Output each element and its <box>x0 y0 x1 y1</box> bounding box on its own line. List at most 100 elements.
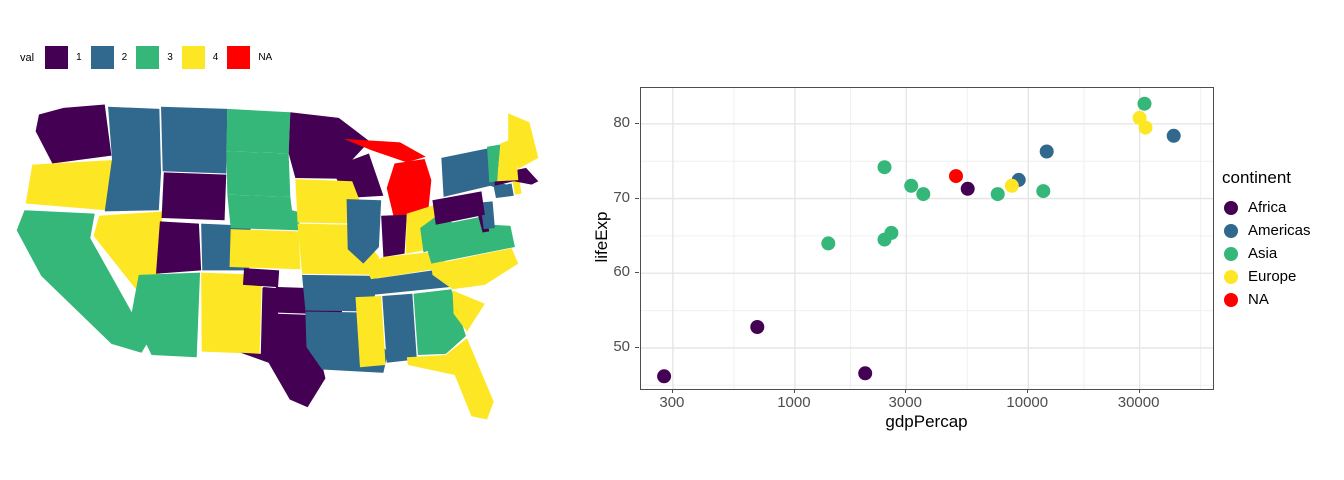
state-SC <box>452 290 485 332</box>
data-point-Europe <box>1004 178 1019 193</box>
legend-dot <box>1224 223 1238 238</box>
y-tick-mark <box>635 122 639 124</box>
y-tick-label: 60 <box>613 263 630 281</box>
state-RI <box>512 180 522 195</box>
scatter-legend-item: NA <box>1222 288 1311 311</box>
data-point-Asia <box>877 160 892 175</box>
state-NC <box>431 248 519 290</box>
y-tick-label: 80 <box>613 113 630 131</box>
scatter-legend-item: Asia <box>1222 242 1311 265</box>
legend-label: Africa <box>1248 199 1287 216</box>
state-MT <box>161 106 228 174</box>
x-tick-mark <box>1138 389 1140 393</box>
data-point-Americas <box>1166 128 1181 143</box>
x-tick-label: 300 <box>659 394 685 411</box>
y-tick-mark <box>635 272 639 274</box>
legend-dot <box>1224 292 1238 307</box>
legend-swatch <box>181 46 205 69</box>
data-point-Africa <box>750 320 765 334</box>
map-legend-item: 4 <box>181 46 219 69</box>
state-GA <box>413 289 466 355</box>
data-point-Asia <box>1036 184 1051 199</box>
x-tick-mark <box>905 389 907 393</box>
data-point-Americas <box>1039 144 1054 159</box>
legend-label: 2 <box>121 52 128 63</box>
x-tick-mark <box>1027 389 1029 393</box>
legend-swatch <box>45 46 69 69</box>
legend-label: NA <box>1248 291 1269 308</box>
legend-dot <box>1224 200 1238 215</box>
map-legend-item: 1 <box>45 46 82 69</box>
state-IA <box>295 179 360 224</box>
y-tick-mark <box>635 346 639 348</box>
data-point-Asia <box>884 225 899 240</box>
x-tick-label: 30000 <box>1117 394 1160 411</box>
x-tick-mark <box>671 389 673 393</box>
map-legend-items: 1 2 3 4 NA <box>45 46 281 69</box>
data-point-Africa <box>960 181 975 196</box>
state-MI <box>344 138 426 163</box>
legend-dot <box>1224 246 1238 261</box>
x-tick-label: 3000 <box>888 394 922 411</box>
state-SD <box>226 151 291 197</box>
map-legend-item: 2 <box>90 46 128 69</box>
data-point-Asia <box>821 236 836 251</box>
state-KY <box>364 251 449 280</box>
legend-label: 4 <box>212 52 219 63</box>
state-ND <box>226 108 291 154</box>
map-legend: val 1 2 3 4 NA <box>20 46 281 69</box>
legend-label: NA <box>258 52 273 63</box>
scatter-legend-title: continent <box>1222 168 1291 187</box>
scatter-plot-area <box>641 88 1213 389</box>
state-VT <box>487 144 501 183</box>
data-point-Africa <box>657 369 672 384</box>
legend-swatch <box>227 46 251 69</box>
y-tick-mark <box>635 197 639 199</box>
data-point-NA <box>949 169 963 184</box>
state-NJ <box>480 201 495 230</box>
state-TN <box>358 268 451 296</box>
scatter-legend: Africa Americas Asia Europe NA <box>1222 196 1311 311</box>
y-tick-label: 50 <box>613 337 630 355</box>
data-point-Asia <box>916 187 931 202</box>
state-CT <box>493 183 514 198</box>
state-AZ <box>131 272 201 358</box>
state-ID <box>104 106 162 212</box>
legend-label: 3 <box>167 52 173 63</box>
state-AL <box>382 293 417 363</box>
state-MD <box>441 216 484 234</box>
data-point-Asia <box>990 187 1005 202</box>
state-ME <box>508 113 539 170</box>
state-IL <box>346 199 382 264</box>
x-axis-title: gdpPercap <box>885 412 968 431</box>
y-tick-label: 70 <box>613 188 630 206</box>
scatter-legend-item: Africa <box>1222 196 1311 219</box>
map-legend-item: NA <box>227 46 272 69</box>
state-UT <box>156 221 202 274</box>
state-NY <box>441 147 512 197</box>
legend-label: Europe <box>1248 268 1297 285</box>
state-WY <box>161 172 227 221</box>
x-tick-label: 1000 <box>777 394 811 411</box>
x-tick-mark <box>793 389 795 393</box>
legend-label: Americas <box>1248 222 1311 239</box>
state-NM <box>201 272 262 354</box>
scatter-panel <box>640 87 1214 390</box>
state-CA <box>16 210 149 353</box>
state-WA <box>35 104 112 164</box>
state-IN <box>381 214 407 257</box>
x-tick-label: 10000 <box>1006 394 1049 411</box>
legend-swatch <box>136 46 160 69</box>
data-point-Asia <box>904 178 919 193</box>
us-choropleth-map <box>16 104 539 420</box>
map-legend-item: 3 <box>136 46 173 69</box>
legend-label: Asia <box>1248 245 1278 262</box>
state-OR <box>25 160 130 212</box>
state-FL <box>406 338 494 420</box>
state-KS <box>229 229 301 270</box>
y-axis-title: lifeExp <box>592 211 611 263</box>
state-MS <box>355 295 386 368</box>
state-NE <box>227 194 301 231</box>
state-PA <box>432 191 485 225</box>
